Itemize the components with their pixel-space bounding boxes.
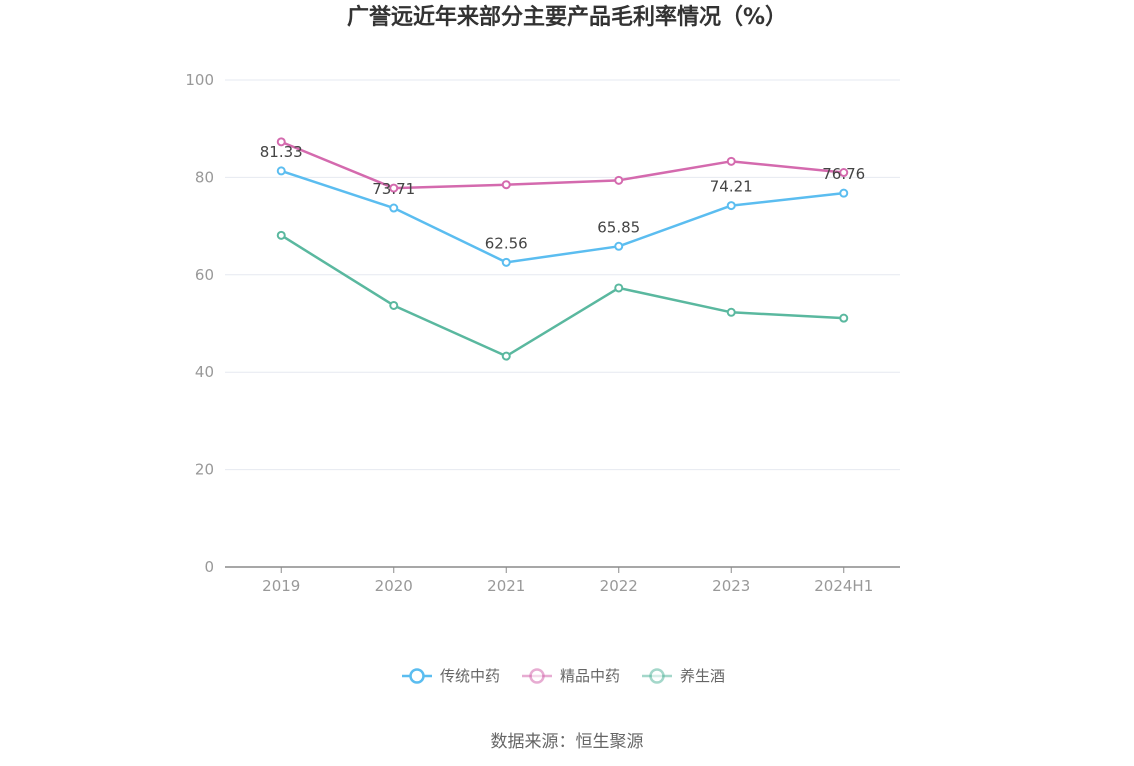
data-point[interactable] bbox=[839, 168, 849, 178]
data-point[interactable] bbox=[839, 313, 849, 323]
data-label: 76.76 bbox=[822, 165, 865, 183]
data-point[interactable] bbox=[839, 188, 849, 198]
data-point[interactable] bbox=[614, 175, 624, 185]
x-axis: 2019 2020 2021 2022 2023 2024H1 bbox=[225, 566, 900, 595]
grid-lines bbox=[225, 79, 900, 471]
data-point[interactable] bbox=[276, 137, 286, 147]
data-label: 73.71 bbox=[372, 180, 415, 198]
y-axis: 0 20 40 60 80 100 bbox=[185, 71, 214, 576]
x-tick-label: 2022 bbox=[600, 577, 638, 595]
data-point[interactable] bbox=[501, 351, 511, 361]
data-point[interactable] bbox=[276, 166, 286, 176]
data-labels: 81.33 73.71 62.56 65.85 74.21 76.76 bbox=[260, 143, 865, 252]
series-points bbox=[276, 137, 849, 361]
data-point[interactable] bbox=[614, 241, 624, 251]
y-tick-label: 80 bbox=[195, 168, 214, 186]
series-line-1 bbox=[280, 140, 844, 190]
y-tick-label: 20 bbox=[195, 461, 214, 479]
data-label: 62.56 bbox=[485, 234, 528, 252]
x-tick-label: 2020 bbox=[375, 577, 413, 595]
data-point[interactable] bbox=[726, 156, 736, 166]
y-tick-label: 60 bbox=[195, 266, 214, 284]
data-point[interactable] bbox=[501, 257, 511, 267]
data-point[interactable] bbox=[726, 201, 736, 211]
chart-title: 广誉远近年来部分主要产品毛利率情况（%） bbox=[347, 4, 787, 30]
data-point[interactable] bbox=[501, 180, 511, 190]
series-lines bbox=[280, 140, 844, 358]
y-tick-label: 0 bbox=[204, 558, 214, 576]
legend-marker bbox=[649, 668, 665, 684]
legend-item[interactable]: 养生酒 bbox=[642, 667, 725, 685]
data-label: 74.21 bbox=[710, 178, 753, 196]
x-tick-label: 2023 bbox=[712, 577, 750, 595]
legend-marker bbox=[529, 668, 545, 684]
series-line-2 bbox=[280, 234, 844, 358]
y-tick-label: 40 bbox=[195, 363, 214, 381]
data-label: 65.85 bbox=[597, 218, 640, 236]
legend-item[interactable]: 传统中药 bbox=[402, 667, 500, 685]
legend-label: 精品中药 bbox=[560, 667, 620, 685]
legend-label: 养生酒 bbox=[680, 667, 725, 685]
legend-label: 传统中药 bbox=[440, 667, 500, 685]
data-point[interactable] bbox=[614, 283, 624, 293]
legend-item[interactable]: 精品中药 bbox=[522, 667, 620, 685]
x-tick-label: 2024H1 bbox=[814, 577, 873, 595]
source-note: 数据来源：恒生聚源 bbox=[491, 732, 644, 752]
y-tick-label: 100 bbox=[185, 71, 214, 89]
series-line-0 bbox=[280, 169, 844, 264]
data-point[interactable] bbox=[389, 300, 399, 310]
data-point[interactable] bbox=[389, 203, 399, 213]
legend[interactable]: 传统中药 精品中药 养生酒 bbox=[402, 667, 725, 685]
data-point[interactable] bbox=[726, 307, 736, 317]
data-point[interactable] bbox=[389, 183, 399, 193]
legend-marker bbox=[409, 668, 425, 684]
x-tick-label: 2019 bbox=[262, 577, 300, 595]
data-point[interactable] bbox=[276, 230, 286, 240]
data-label: 81.33 bbox=[260, 143, 303, 161]
x-tick-label: 2021 bbox=[487, 577, 525, 595]
